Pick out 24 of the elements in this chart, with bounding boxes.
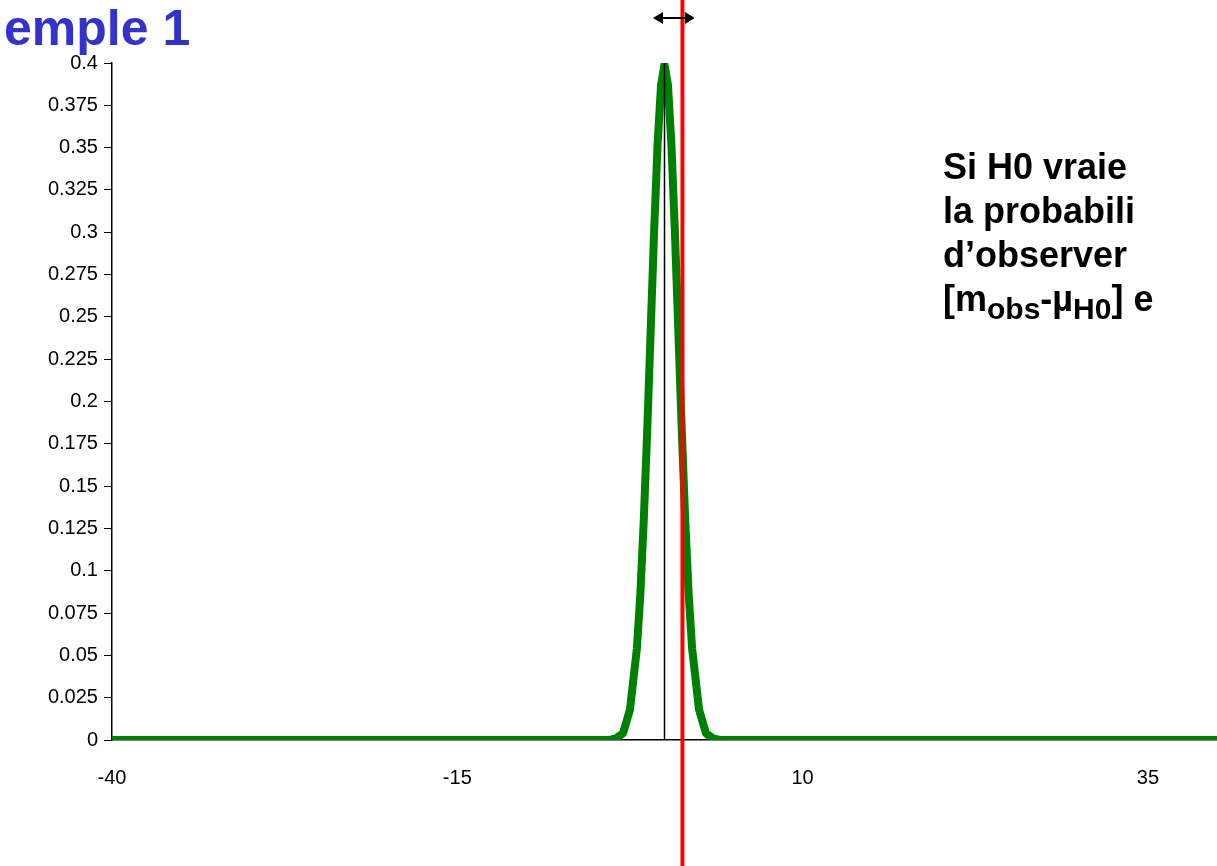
annotation: d’observer <box>943 233 1129 277</box>
x-tick-label: -40 <box>97 765 127 788</box>
y-tick-label: 0.225 <box>47 346 98 369</box>
y-tick-label: 0.125 <box>47 515 98 538</box>
y-tick-label: 0.325 <box>47 177 98 200</box>
x-tick-label: 35 <box>1136 765 1160 788</box>
annotation: [m$_{obs}$-µ$_{H0}$] e <box>943 277 1154 328</box>
x-tick-label: -15 <box>442 765 472 788</box>
x-tick-label: 10 <box>791 765 814 788</box>
y-tick-label: 0.25 <box>59 304 98 327</box>
y-tick-label: 0.1 <box>70 558 98 581</box>
annotation: la probabili <box>943 189 1137 233</box>
y-tick-label: 0.15 <box>59 473 98 496</box>
y-tick-label: 0.05 <box>59 642 98 665</box>
y-tick-label: 0.35 <box>59 135 98 158</box>
y-tick-label: 0.075 <box>47 600 98 623</box>
y-tick-label: 0.375 <box>47 92 98 115</box>
y-tick-label: 0.2 <box>70 389 98 412</box>
y-tick-label: 0.175 <box>47 431 98 454</box>
annotation: Si H0 vraie <box>943 145 1129 189</box>
y-tick-label: 0 <box>86 727 98 750</box>
y-tick-label: 0.3 <box>70 219 98 242</box>
y-tick-label: 0.275 <box>47 262 98 285</box>
y-tick-label: 0.025 <box>47 685 98 708</box>
